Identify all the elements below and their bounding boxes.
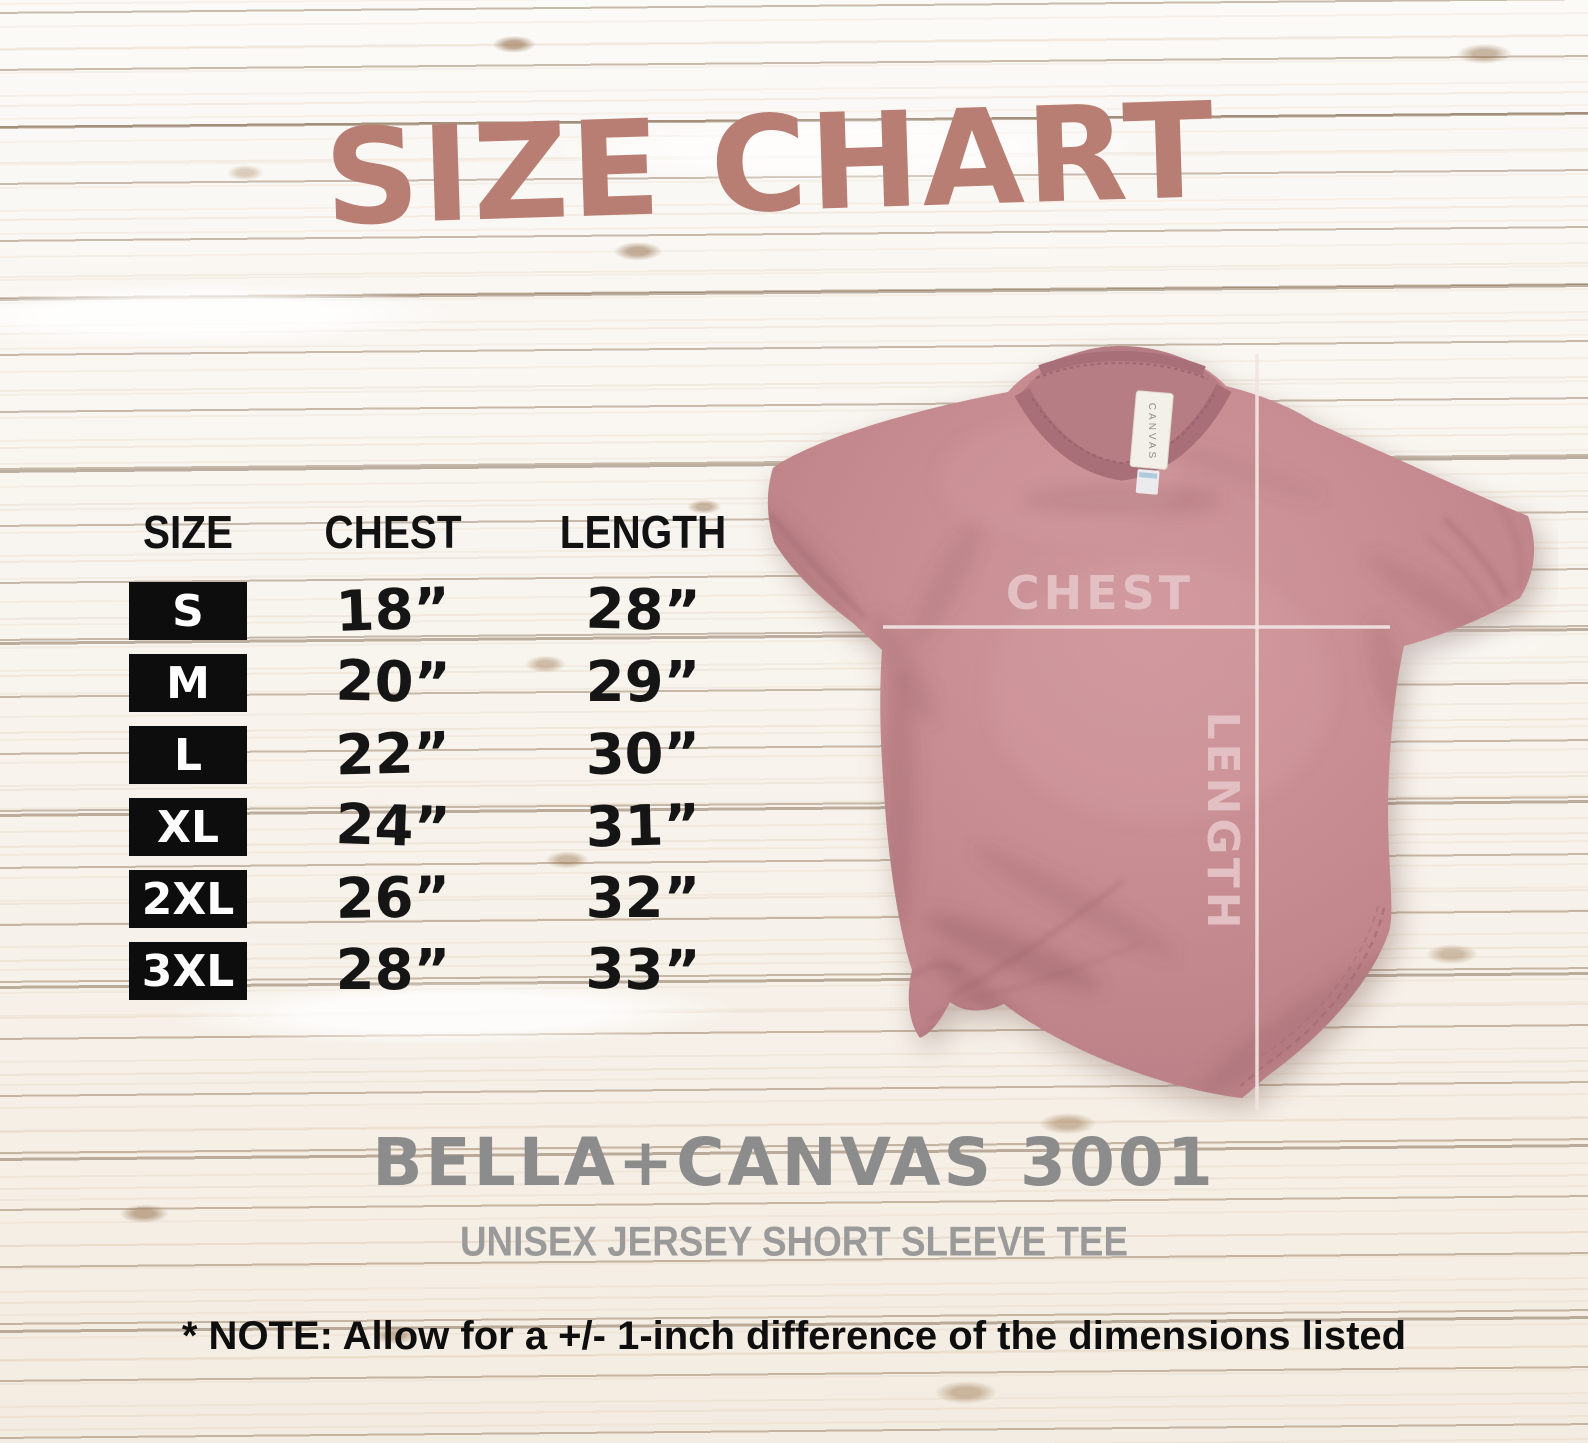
table-row: XL 24” 31” — [108, 792, 788, 861]
tshirt-collar — [1014, 346, 1232, 495]
length-label: LENGTH — [1197, 711, 1248, 933]
table-row: 3XL 28” 33” — [108, 937, 788, 1004]
length-column-header: LENGTH — [559, 506, 727, 558]
table-row: L 22” 30” — [108, 720, 788, 789]
size-badge: XL — [129, 798, 247, 856]
length-value: 32” — [585, 866, 701, 931]
table-row: S 18” 28” — [108, 576, 788, 645]
size-table-body: S 18” 28” M 20” 29” L 22” 30” XL 24” 31”… — [108, 576, 788, 1004]
size-column-header: SIZE — [143, 506, 233, 558]
chest-column-header: CHEST — [324, 506, 462, 558]
tshirt-graphic — [767, 346, 1535, 1110]
chest-value: 26” — [335, 865, 451, 932]
product-subtitle: UNISEX JERSEY SHORT SLEEVE TEE — [459, 1218, 1129, 1266]
note-text: * NOTE: Allow for a +/- 1-inch differenc… — [181, 1314, 1407, 1358]
size-badge: M — [129, 654, 247, 712]
chest-value: 28” — [335, 938, 451, 1003]
size-badge: L — [129, 726, 247, 784]
chest-label: CHEST — [1005, 566, 1195, 620]
size-badge: S — [129, 582, 247, 640]
product-name: BELLA+CANVAS 3001 — [372, 1124, 1216, 1201]
brand-tag-label: CANVAS — [1146, 402, 1157, 462]
chest-value: 20” — [334, 648, 452, 717]
chest-value: 24” — [334, 792, 452, 861]
chest-value: 18” — [334, 576, 452, 645]
brand-tag — [1129, 390, 1174, 495]
size-badge: 2XL — [129, 870, 247, 928]
chest-value: 22” — [334, 720, 452, 789]
table-row: 2XL 26” 32” — [108, 865, 788, 932]
size-table-header: SIZE CHEST LENGTH — [108, 505, 788, 558]
table-row: M 20” 29” — [108, 648, 788, 717]
size-table: SIZE CHEST LENGTH S 18” 28” M 20” 29” L … — [108, 505, 788, 1014]
length-value: 29” — [585, 650, 701, 715]
size-badge: 3XL — [129, 942, 247, 1000]
